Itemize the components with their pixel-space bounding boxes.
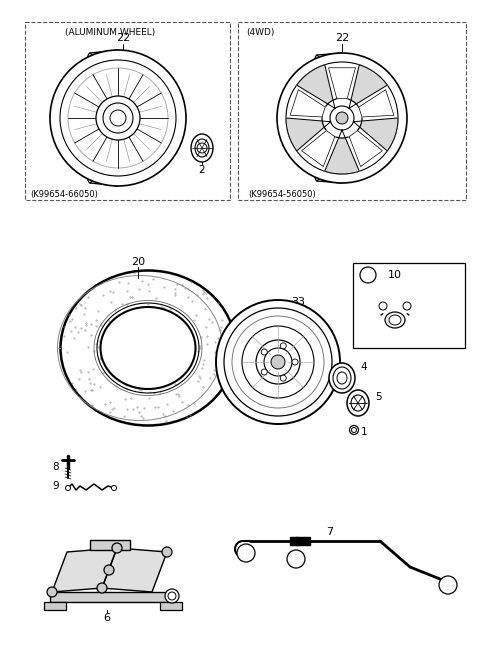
- Circle shape: [256, 340, 300, 384]
- Text: (K99654-56050): (K99654-56050): [248, 190, 316, 199]
- Circle shape: [216, 300, 340, 424]
- Circle shape: [168, 592, 176, 600]
- Text: 33: 33: [291, 297, 305, 307]
- Text: 2: 2: [199, 165, 205, 175]
- Text: 9: 9: [53, 481, 60, 491]
- Polygon shape: [296, 537, 310, 545]
- Circle shape: [351, 428, 357, 432]
- Circle shape: [287, 550, 305, 568]
- Circle shape: [197, 143, 207, 153]
- Ellipse shape: [191, 134, 213, 162]
- Ellipse shape: [100, 307, 195, 389]
- Circle shape: [292, 359, 298, 365]
- Circle shape: [103, 103, 133, 133]
- Ellipse shape: [351, 395, 365, 411]
- Circle shape: [162, 547, 172, 557]
- Text: a: a: [366, 270, 371, 279]
- Circle shape: [336, 112, 348, 124]
- Text: 10: 10: [388, 270, 402, 280]
- Text: 5: 5: [375, 392, 381, 402]
- Circle shape: [271, 355, 285, 369]
- Ellipse shape: [329, 363, 355, 393]
- Circle shape: [60, 60, 176, 176]
- Text: a: a: [445, 581, 450, 590]
- Text: 4: 4: [360, 362, 367, 372]
- Circle shape: [112, 543, 122, 553]
- Circle shape: [237, 544, 255, 562]
- Circle shape: [242, 326, 314, 398]
- Text: a: a: [244, 548, 248, 558]
- Ellipse shape: [333, 367, 351, 389]
- Circle shape: [280, 375, 286, 381]
- Circle shape: [261, 349, 267, 355]
- Circle shape: [65, 485, 71, 491]
- Circle shape: [360, 267, 376, 283]
- Polygon shape: [290, 90, 325, 117]
- Circle shape: [68, 68, 168, 168]
- Circle shape: [330, 106, 354, 130]
- Bar: [90, 540, 130, 550]
- Circle shape: [110, 110, 126, 126]
- Bar: [353, 263, 465, 348]
- Polygon shape: [349, 131, 383, 167]
- Polygon shape: [286, 118, 331, 151]
- Circle shape: [264, 348, 292, 376]
- Circle shape: [97, 583, 107, 593]
- Polygon shape: [349, 65, 387, 108]
- Bar: [160, 602, 182, 610]
- Circle shape: [104, 565, 114, 575]
- Circle shape: [224, 308, 332, 416]
- Ellipse shape: [347, 390, 369, 416]
- Polygon shape: [301, 131, 335, 167]
- Text: (4WD): (4WD): [246, 28, 275, 37]
- Bar: [44, 602, 66, 610]
- Text: 22: 22: [335, 33, 349, 43]
- Circle shape: [403, 302, 411, 310]
- Ellipse shape: [337, 372, 347, 384]
- Ellipse shape: [60, 270, 236, 426]
- Circle shape: [96, 96, 140, 140]
- Polygon shape: [102, 548, 167, 592]
- Circle shape: [261, 369, 267, 375]
- Text: 22: 22: [116, 33, 130, 43]
- Circle shape: [280, 343, 286, 349]
- Bar: [238, 22, 466, 200]
- Circle shape: [439, 576, 457, 594]
- Ellipse shape: [385, 312, 405, 328]
- Polygon shape: [290, 537, 298, 545]
- Ellipse shape: [389, 315, 401, 325]
- Text: (ALUMINUM WHEEL): (ALUMINUM WHEEL): [65, 28, 155, 37]
- Text: 6: 6: [104, 613, 110, 623]
- Polygon shape: [52, 548, 117, 592]
- Circle shape: [277, 53, 407, 183]
- Circle shape: [111, 485, 117, 491]
- Text: (K99654-66050): (K99654-66050): [30, 190, 98, 199]
- Polygon shape: [297, 65, 335, 108]
- Text: 20: 20: [131, 257, 145, 267]
- Bar: [50, 592, 175, 602]
- Polygon shape: [328, 68, 356, 98]
- Text: 7: 7: [326, 527, 334, 537]
- Circle shape: [50, 50, 186, 186]
- Polygon shape: [353, 118, 398, 151]
- Circle shape: [47, 587, 57, 597]
- Polygon shape: [324, 130, 360, 174]
- Text: 8: 8: [53, 462, 60, 472]
- Text: a: a: [294, 554, 299, 564]
- Ellipse shape: [195, 139, 209, 157]
- Ellipse shape: [247, 312, 265, 412]
- Circle shape: [349, 426, 359, 434]
- Polygon shape: [359, 90, 394, 117]
- Circle shape: [286, 62, 398, 174]
- Circle shape: [379, 302, 387, 310]
- Circle shape: [165, 589, 179, 603]
- Circle shape: [322, 98, 362, 138]
- Bar: [25, 22, 230, 200]
- Circle shape: [232, 316, 324, 408]
- Text: 1: 1: [360, 427, 367, 437]
